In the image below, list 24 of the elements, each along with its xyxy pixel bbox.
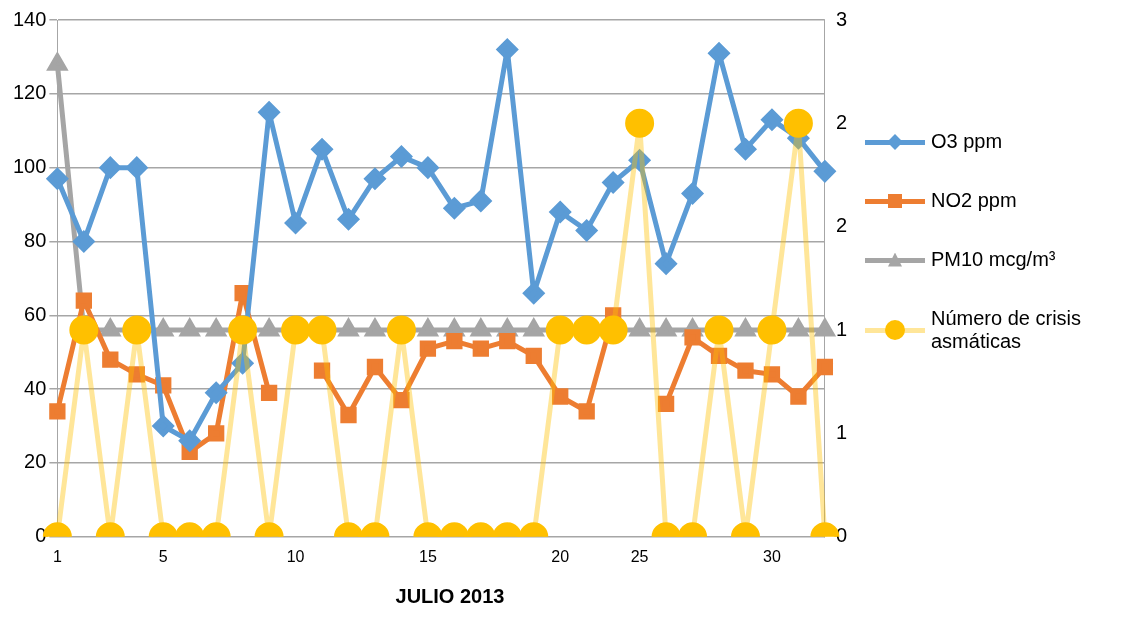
y2-tick-label: 1 xyxy=(835,317,847,340)
legend-label: NO2 ppm xyxy=(931,189,1017,212)
legend-label: O3 ppm xyxy=(931,130,1003,153)
x-tick-label: 15 xyxy=(418,547,437,565)
y-tick-label: 140 xyxy=(12,7,47,30)
x-tick-label: 30 xyxy=(763,547,781,565)
y-tick-label: 80 xyxy=(24,229,47,251)
y2-tick-label: 1 xyxy=(835,420,847,443)
y2-tick-label: 3 xyxy=(835,7,847,30)
legend-label: PM10 mcg/m³ xyxy=(931,248,1056,271)
y-tick-label: 100 xyxy=(12,155,47,178)
y2-tick-label: 2 xyxy=(835,110,847,133)
x-tick-label: 25 xyxy=(630,547,649,565)
y-tick-label: 40 xyxy=(24,376,47,399)
y-tick-label: 120 xyxy=(12,81,47,104)
y-tick-label: 60 xyxy=(24,302,47,325)
x-tick-label: 10 xyxy=(286,547,305,565)
y2-tick-label: 2 xyxy=(835,214,847,237)
y-tick-label: 20 xyxy=(24,450,47,473)
x-tick-label: 5 xyxy=(158,547,168,565)
x-tick-label: 20 xyxy=(551,547,570,565)
x-tick-label: 1 xyxy=(52,547,62,565)
legend-label: Número de crisis asmáticas xyxy=(931,307,1083,353)
x-axis-title: JULIO 2013 xyxy=(394,585,506,608)
